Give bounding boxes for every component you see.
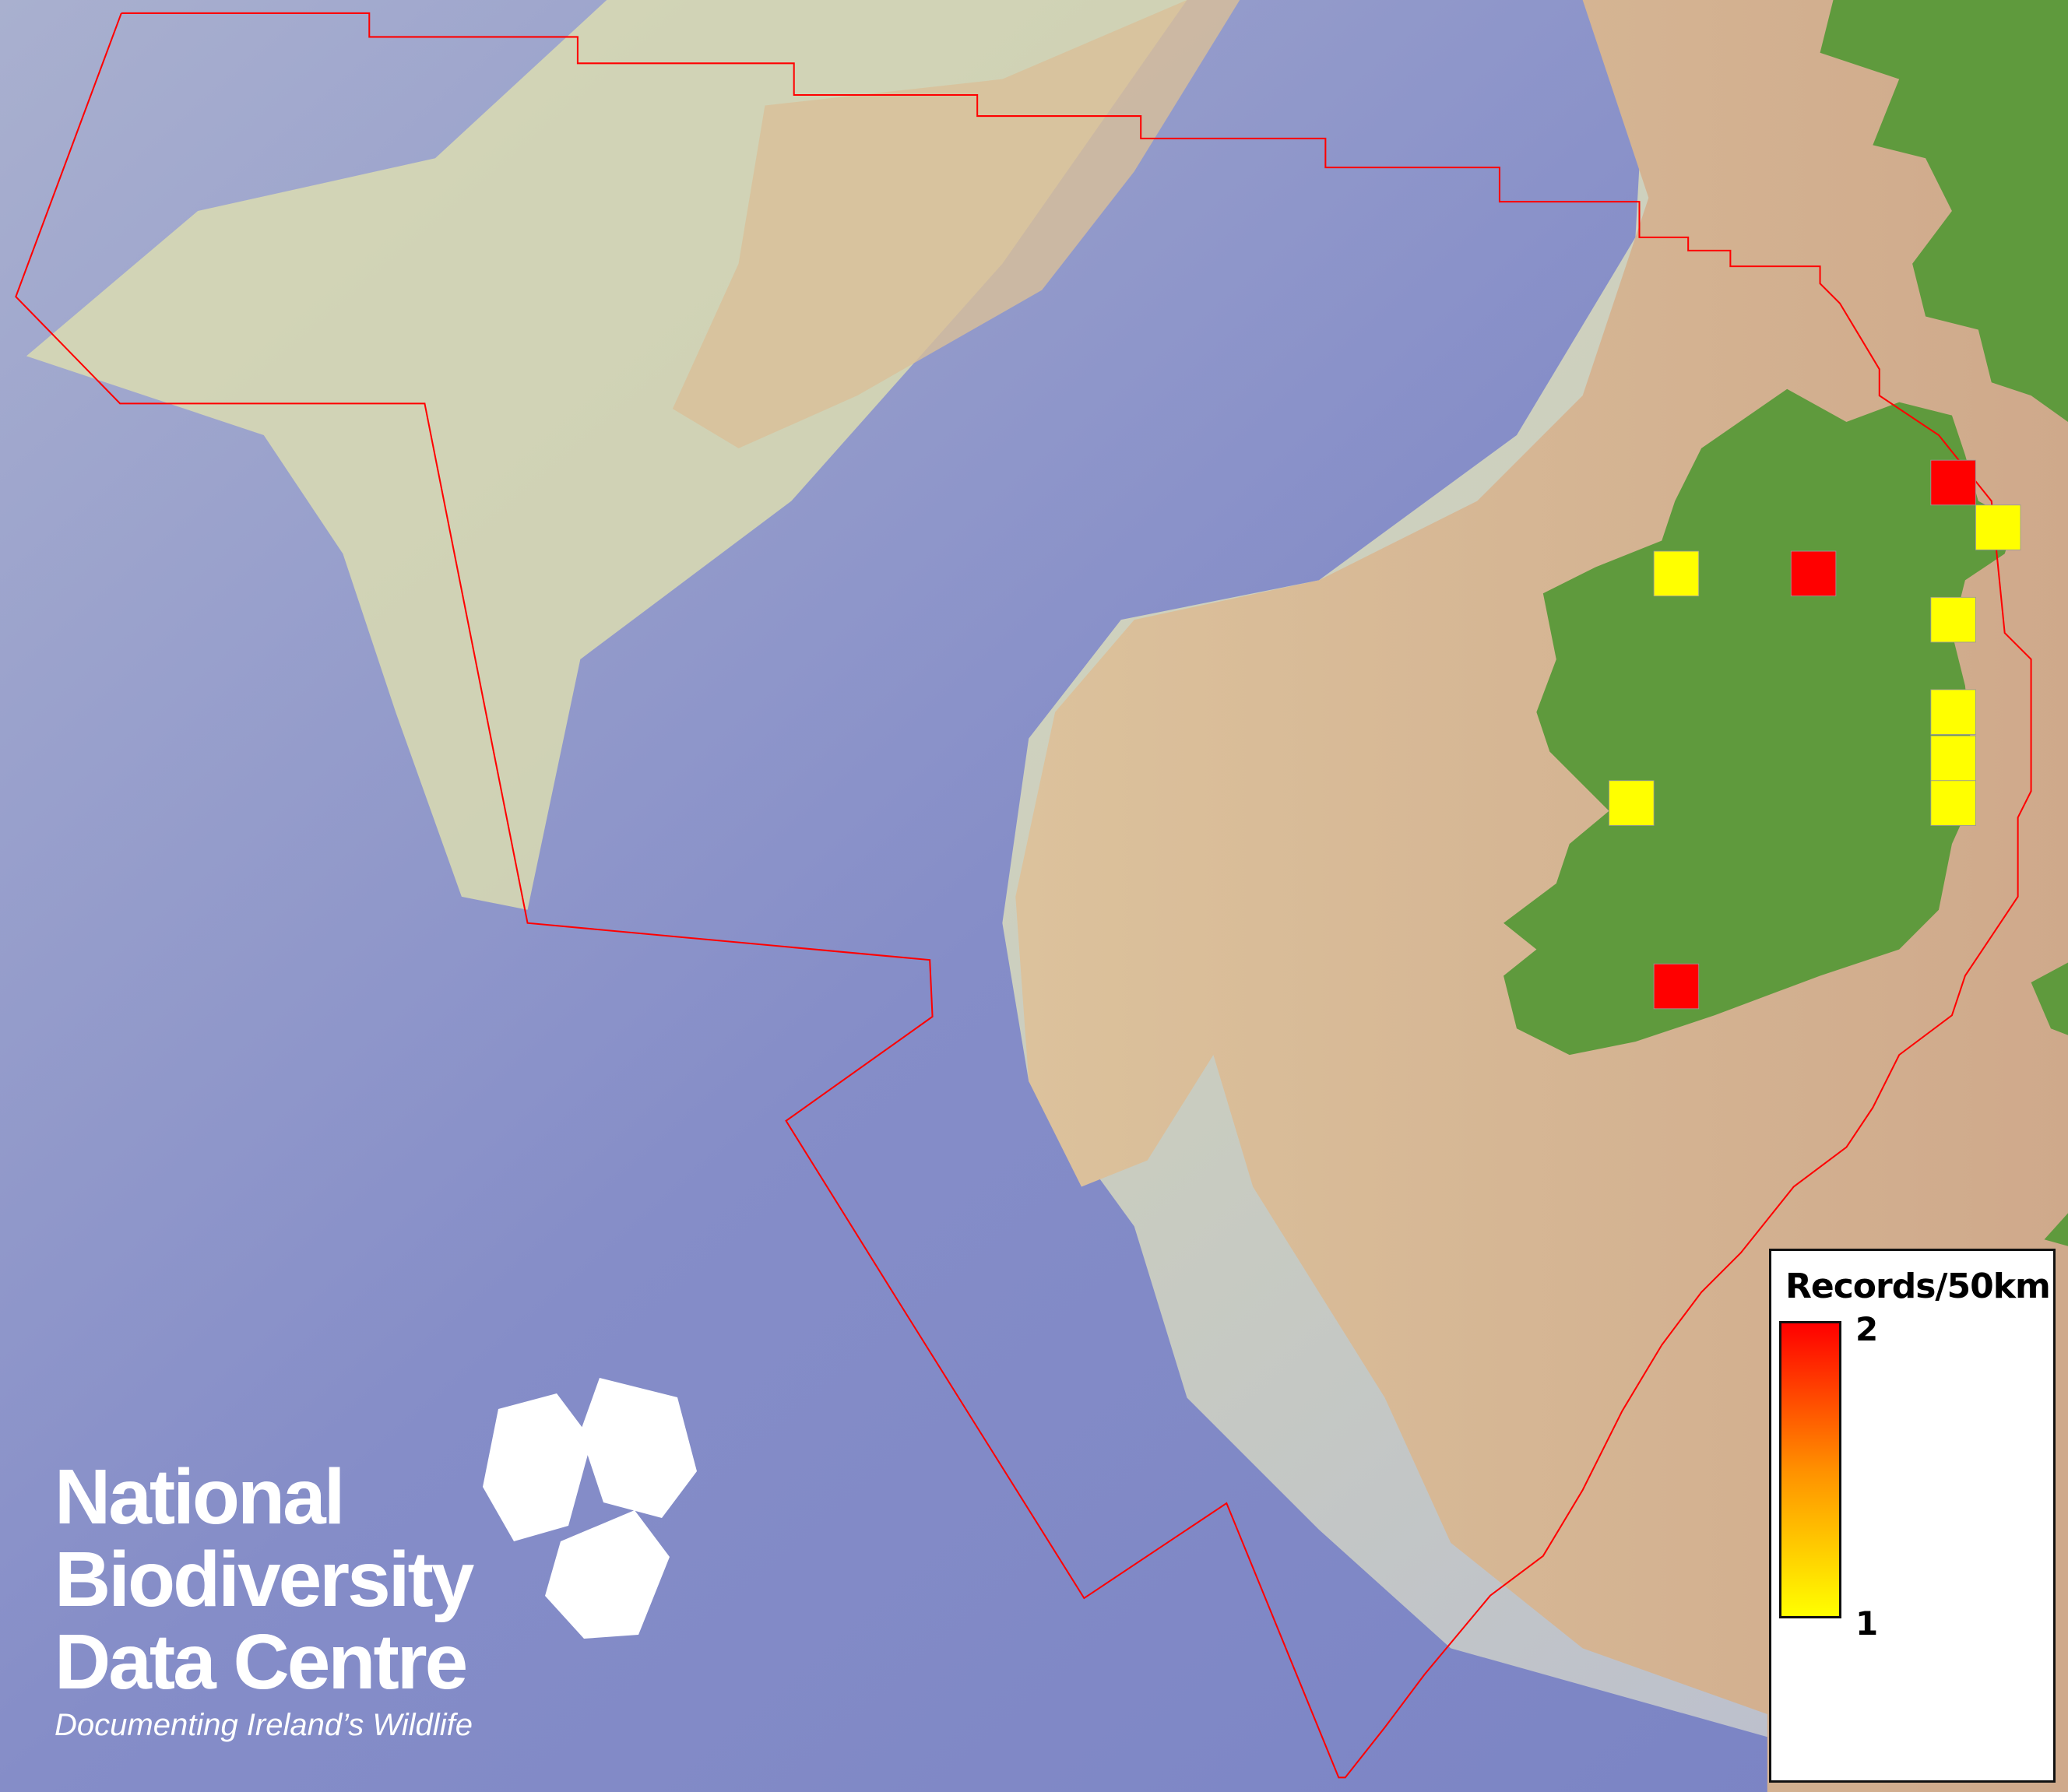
legend-max-label: 2 [1855,1310,1879,1348]
butterfly-hexagon-icon [580,1378,697,1518]
record-grid-layer [1609,459,2021,1010]
tree-hexagon-icon [483,1393,592,1541]
logo-line-3: Data Centre [55,1618,468,1706]
cornwall-landmass [2044,1213,2068,1246]
logo-line-1: National [55,1453,345,1541]
record-grid-square[interactable] [1653,550,1700,597]
nbdc-logo: National Biodiversity Data Centre Docume… [55,1378,697,1743]
record-grid-square[interactable] [1930,780,1976,826]
record-grid-square[interactable] [1975,504,2021,550]
logo-hexagon-icons [483,1378,697,1639]
record-grid-square[interactable] [1653,963,1700,1010]
britain-landmass [1820,0,2068,423]
record-grid-square[interactable] [1609,780,1655,826]
legend-color-ramp [1779,1321,1841,1618]
seahorse-hexagon-icon [545,1510,670,1639]
legend-min-label: 1 [1855,1604,1879,1643]
rockall-bank [672,0,1240,448]
ireland-landmass [1504,388,2016,1056]
map-legend: Records/50km 2 1 [1769,1249,2056,1783]
record-grid-square[interactable] [1930,689,1976,735]
boundary-line [15,12,2032,1779]
wales-landmass [2031,962,2068,1035]
record-grid-square[interactable] [1930,459,1976,506]
record-grid-square[interactable] [1930,735,1976,782]
logo-line-2: Biodiversity [55,1536,474,1623]
record-grid-square[interactable] [1930,596,1976,643]
logo-tagline: Documenting Ireland’s Wildlife [55,1708,473,1742]
record-grid-square[interactable] [1790,550,1837,597]
legend-title: Records/50km [1785,1267,2051,1306]
